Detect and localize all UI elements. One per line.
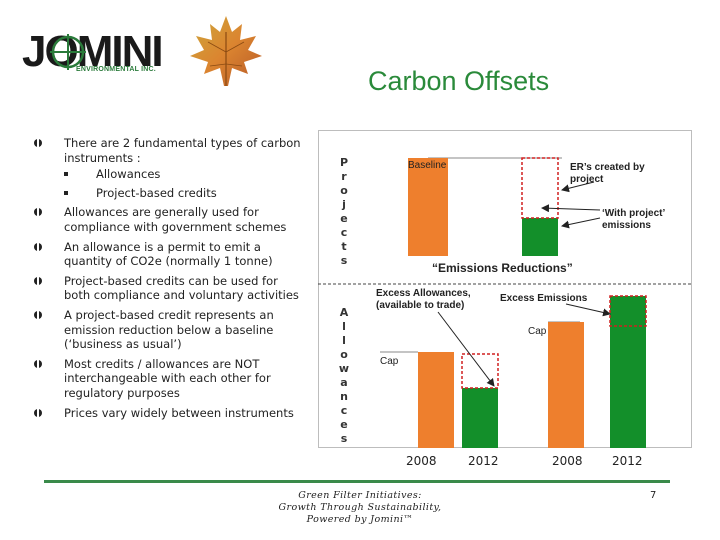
allowance-bar-2008	[418, 352, 454, 448]
vlabel-letter: P	[340, 156, 348, 169]
baseline-label: Baseline	[408, 160, 447, 171]
footer-line-2: Growth Through Sustainability,	[278, 502, 442, 513]
vlabel-letter: n	[340, 390, 348, 403]
excess-allowance-box	[461, 353, 499, 389]
vlabel-letter: l	[342, 320, 346, 333]
bullet-item: There are 2 fundamental types of carbon …	[34, 136, 304, 200]
emissions-bar-2012	[610, 296, 646, 448]
bullet-text: A project-based credit represents an emi…	[64, 307, 274, 352]
vlabel-letter: t	[341, 240, 346, 253]
footer-line-1: Green Filter Initiatives:	[298, 490, 422, 501]
with-project-label-line2: emissions	[602, 220, 651, 231]
bullet-item: Allowances are generally used for compli…	[34, 205, 304, 234]
logo: JOMINI ENVIRONMENTAL INC.	[0, 0, 262, 90]
bullet-text: An allowance is a permit to emit a quant…	[64, 239, 273, 269]
sub-bullet-text: Project-based credits	[96, 185, 217, 200]
vlabel-letter: w	[339, 362, 349, 375]
page-title: Carbon Offsets	[368, 66, 550, 96]
cap-label-right: Cap	[528, 326, 547, 337]
cap-label-left: Cap	[380, 356, 399, 367]
emissions-bar-2008	[548, 322, 584, 448]
bullet-icon	[34, 208, 42, 217]
footer-line-3: Powered by Jomini™	[306, 514, 414, 525]
emissions-reductions-label: “Emissions Reductions”	[432, 261, 573, 275]
bullet-text: There are 2 fundamental types of carbon …	[64, 136, 301, 165]
year-label: 2008	[406, 454, 437, 468]
year-label: 2008	[552, 454, 583, 468]
vlabel-letter: r	[341, 170, 347, 183]
bullet-icon	[34, 310, 42, 319]
bullet-text: Most credits / allowances are NOT interc…	[64, 356, 271, 400]
er-box	[521, 157, 559, 219]
excess-emissions-label: Excess Emissions	[500, 293, 588, 304]
vlabel-letter: o	[340, 184, 348, 197]
sub-bullet-text: Allowances	[96, 167, 161, 182]
with-project-bar	[522, 218, 558, 256]
bullet-icon	[34, 359, 42, 368]
bullet-item: Most credits / allowances are NOT interc…	[34, 357, 304, 401]
bullet-item: Project-based credits can be used for bo…	[34, 274, 304, 303]
square-bullet-icon	[64, 172, 68, 177]
vlabel-letter: a	[340, 376, 347, 389]
ers-label-line2: project	[570, 174, 604, 185]
vlabel-letter: A	[340, 306, 349, 319]
logo-subtitle: ENVIRONMENTAL INC.	[76, 66, 156, 73]
excess-allowances-label-line2: (available to trade)	[376, 300, 464, 311]
footer-tagline: Green Filter Initiatives: Growth Through…	[262, 490, 458, 526]
year-label: 2012	[468, 454, 499, 468]
logo-wordmark: JOMINI	[22, 27, 164, 76]
sub-bullet-item: Allowances	[64, 167, 304, 182]
baseline-bar	[408, 158, 448, 256]
vlabel-letter: e	[340, 418, 347, 431]
with-project-label-line1: ‘With project’	[602, 208, 665, 219]
sub-bullet-item: Project-based credits	[64, 186, 304, 201]
bullet-list: There are 2 fundamental types of carbon …	[34, 136, 304, 425]
maple-leaf-icon	[190, 16, 262, 86]
bullet-item: An allowance is a permit to emit a quant…	[34, 240, 304, 269]
square-bullet-icon	[64, 190, 68, 195]
allowance-bar-2012	[462, 388, 498, 448]
vlabel-letter: c	[341, 226, 348, 239]
vlabel-letter: c	[341, 404, 348, 417]
logo-crosshair-icon	[50, 34, 86, 70]
vlabel-letter: s	[341, 432, 348, 445]
ers-label-line1: ER’s created by	[570, 162, 645, 173]
excess-allowances-label-line1: Excess Allowances,	[376, 288, 471, 299]
vlabel-letter: o	[340, 348, 348, 361]
bullet-text: Allowances are generally used for compli…	[64, 205, 287, 234]
vlabel-letter: l	[342, 334, 346, 347]
footer-divider	[44, 480, 670, 483]
vlabel-letter: s	[341, 254, 348, 267]
bullet-text: Prices vary widely between instruments	[64, 405, 294, 420]
bullet-icon	[34, 408, 42, 417]
page-number: 7	[650, 490, 657, 501]
bullet-text: Project-based credits can be used for bo…	[64, 273, 299, 303]
bullet-item: Prices vary widely between instruments	[34, 406, 304, 421]
vlabel-letter: e	[340, 212, 347, 225]
bullet-item: A project-based credit represents an emi…	[34, 308, 304, 352]
bullet-icon	[34, 242, 42, 251]
bullet-icon	[34, 276, 42, 285]
emissions-diagram: P r o j e c t s A l l o w a n c e s Base…	[318, 130, 692, 448]
year-label: 2012	[612, 454, 643, 468]
vlabel-letter: j	[341, 198, 346, 211]
bullet-icon	[34, 139, 42, 147]
